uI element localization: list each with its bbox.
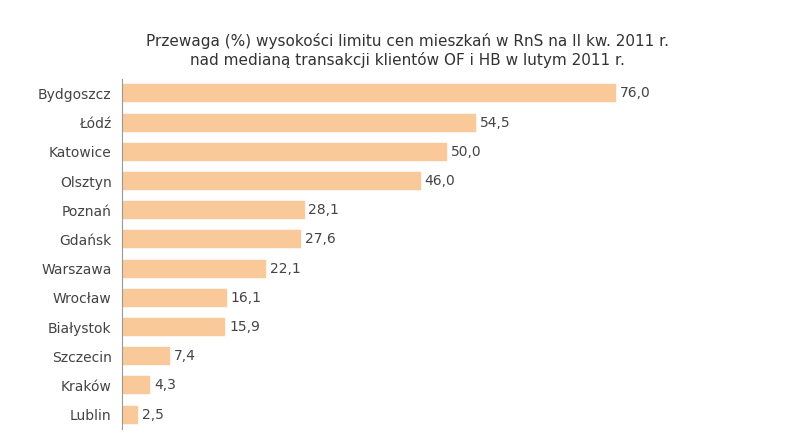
Bar [122,260,266,278]
Text: 7,4: 7,4 [174,349,196,363]
Text: 27,6: 27,6 [305,233,336,247]
Text: 4,3: 4,3 [154,378,176,392]
Text: 15,9: 15,9 [229,320,260,334]
Bar [122,113,476,132]
Bar [122,289,227,307]
Text: 54,5: 54,5 [480,116,511,130]
Text: 2,5: 2,5 [143,408,164,422]
Bar [122,172,421,190]
Bar [122,85,615,102]
Bar [122,318,225,336]
Bar [122,201,305,219]
Text: 16,1: 16,1 [231,291,262,305]
Bar [122,347,170,365]
Title: Przewaga (%) wysokości limitu cen mieszkań w RnS na II kw. 2011 r.
nad medianą t: Przewaga (%) wysokości limitu cen mieszk… [147,33,669,68]
Text: 22,1: 22,1 [269,261,300,276]
Bar [122,143,447,161]
Text: 76,0: 76,0 [619,86,650,100]
Text: 46,0: 46,0 [425,174,455,188]
Bar [122,376,150,395]
Text: 50,0: 50,0 [451,145,481,159]
Bar [122,230,301,248]
Text: 28,1: 28,1 [308,203,340,217]
Bar [122,406,139,424]
